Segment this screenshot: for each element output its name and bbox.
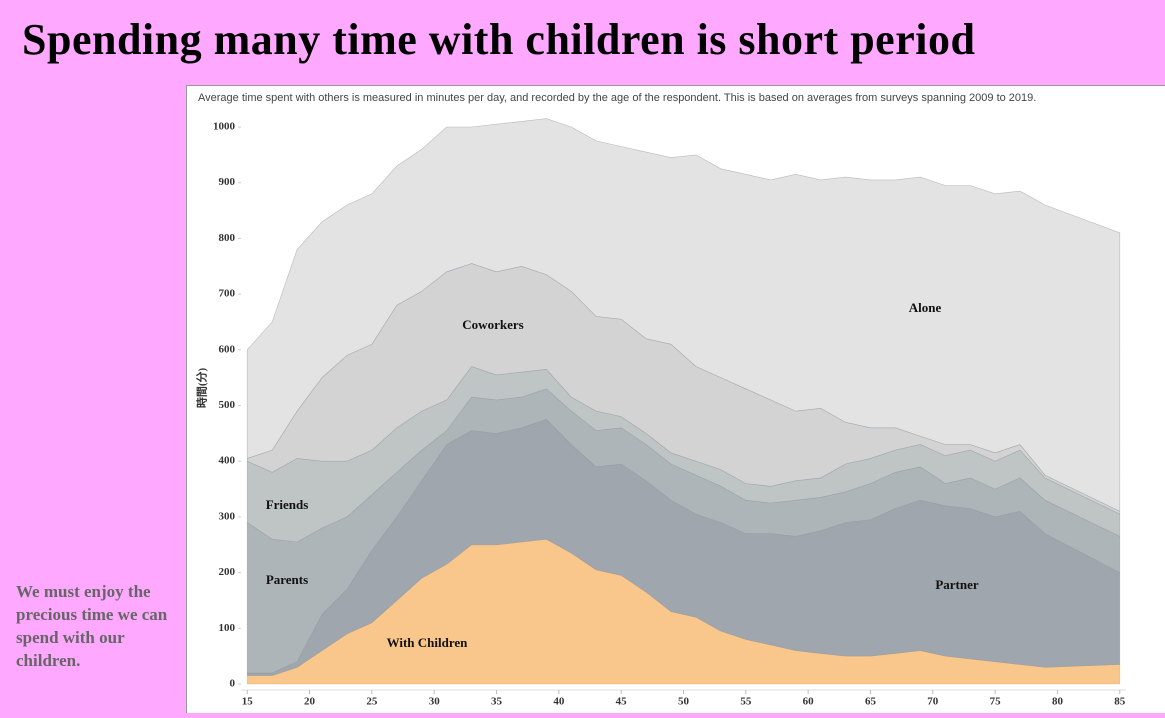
y-axis-label: 時間(分) — [195, 368, 209, 409]
y-tick-label: 500 — [219, 399, 236, 411]
x-tick-label: 40 — [553, 696, 565, 708]
y-tick-label: 600 — [219, 343, 236, 355]
x-tick-label: 20 — [304, 696, 316, 708]
x-tick-label: 50 — [678, 696, 690, 708]
x-tick-label: 80 — [1052, 696, 1064, 708]
series-label: Alone — [909, 300, 942, 315]
y-tick-label: 700 — [219, 288, 236, 300]
x-tick-label: 70 — [927, 696, 939, 708]
x-tick-label: 65 — [865, 696, 877, 708]
series-label: Coworkers — [462, 317, 523, 332]
y-tick-label: 0 — [230, 678, 236, 690]
series-label: Friends — [266, 497, 309, 512]
y-tick-label: 800 — [219, 232, 236, 244]
x-tick-label: 45 — [616, 696, 628, 708]
series-label: Parents — [266, 572, 308, 587]
x-tick-label: 60 — [803, 696, 815, 708]
x-tick-label: 15 — [242, 696, 254, 708]
y-tick-label: 400 — [219, 455, 236, 467]
y-tick-label: 900 — [219, 176, 236, 188]
x-tick-label: 30 — [429, 696, 441, 708]
x-tick-label: 25 — [366, 696, 378, 708]
y-tick-label: 1000 — [213, 121, 236, 133]
x-tick-label: 75 — [990, 696, 1002, 708]
chart-panel: Average time spent with others is measur… — [186, 85, 1165, 713]
area — [246, 118, 1121, 512]
title: Spending many time with children is shor… — [22, 15, 976, 64]
series-label: With Children — [387, 635, 469, 650]
chart: Average time spent with others is measur… — [195, 92, 1126, 708]
annotation: We must enjoy the precious time we can s… — [16, 582, 168, 670]
x-tick-label: 35 — [491, 696, 503, 708]
x-tick-label: 85 — [1114, 696, 1126, 708]
subtitle: Average time spent with others is measur… — [198, 92, 1036, 104]
y-tick-label: 100 — [219, 622, 236, 634]
y-tick-label: 300 — [219, 510, 236, 522]
y-tick-label: 200 — [219, 566, 236, 578]
series-label: Partner — [935, 577, 979, 592]
x-tick-label: 55 — [740, 696, 752, 708]
